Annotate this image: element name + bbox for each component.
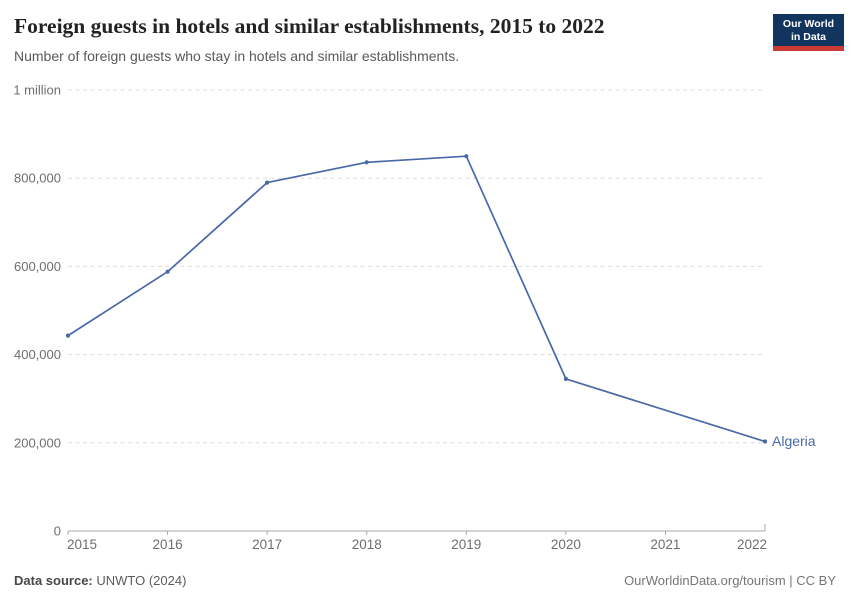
owid-logo-red-bar [773,46,844,51]
data-source-label: Data source: [14,573,93,588]
owid-logo[interactable]: Our World in Data [773,14,844,51]
y-tick-label: 1 million [13,83,61,98]
x-tick-label: 2016 [153,537,183,552]
x-tick-label: 2015 [67,537,97,552]
data-source: Data source: UNWTO (2024) [14,573,186,588]
y-tick-label: 400,000 [14,347,61,362]
x-tick-label: 2019 [451,537,481,552]
chart-title: Foreign guests in hotels and similar est… [14,14,605,38]
y-tick-label: 200,000 [14,435,61,450]
owid-logo-line1: Our World [782,18,835,30]
chart-subtitle: Number of foreign guests who stay in hot… [14,47,460,64]
chart-footer: Data source: UNWTO (2024) OurWorldinData… [14,573,836,588]
series-label[interactable]: Algeria [772,433,816,449]
data-point[interactable] [165,269,170,274]
chart-header: Foreign guests in hotels and similar est… [14,14,760,64]
data-point[interactable] [762,439,768,444]
credit-link[interactable]: OurWorldinData.org/tourism | CC BY [624,573,836,588]
y-tick-label: 0 [54,524,61,539]
series-line-algeria[interactable] [67,155,766,443]
y-tick-label: 800,000 [14,171,61,186]
data-point[interactable] [563,376,569,381]
owid-logo-box: Our World in Data [773,14,844,46]
data-point[interactable] [364,160,369,165]
x-tick-label: 2020 [551,537,581,552]
data-point[interactable] [265,180,270,185]
data-source-value: UNWTO (2024) [92,573,187,588]
x-tick-label: 2018 [352,537,382,552]
data-point[interactable] [464,154,469,159]
y-tick-label: 600,000 [14,259,61,274]
x-tick-label: 2022 [737,537,767,552]
x-tick-label: 2021 [650,537,680,552]
owid-logo-line2: in Data [790,30,826,43]
x-tick-label: 2017 [252,537,282,552]
data-point[interactable] [65,333,71,338]
